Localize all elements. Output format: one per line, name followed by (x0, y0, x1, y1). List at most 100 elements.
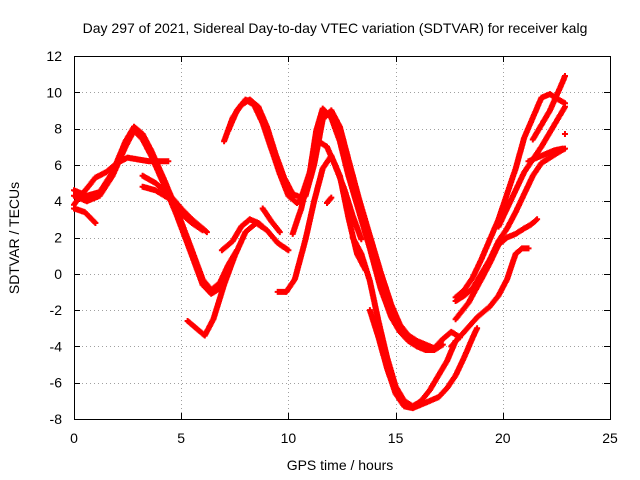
data-point (221, 254, 238, 288)
data-point (259, 205, 274, 223)
data-point (538, 130, 553, 150)
data-point (173, 212, 195, 258)
y-tick-label: 10 (46, 84, 62, 100)
series-outlier (561, 131, 568, 138)
series-arc-20 (452, 216, 541, 323)
data-point (251, 102, 265, 125)
data-point (452, 301, 471, 323)
data-point (81, 209, 99, 226)
data-point (152, 180, 173, 198)
data-point (356, 196, 373, 238)
data-point (396, 328, 411, 343)
series-arc-4 (71, 205, 99, 226)
data-point (495, 226, 510, 245)
data-point (349, 234, 364, 256)
data-point (553, 79, 566, 99)
data-point (512, 170, 527, 194)
y-tick-label: 12 (46, 48, 62, 64)
x-tick-label: 0 (70, 430, 78, 446)
x-tick-label: 15 (388, 430, 404, 446)
data-point (377, 285, 394, 319)
data-point (478, 237, 493, 263)
data-point (495, 277, 510, 299)
data-point (274, 239, 292, 254)
data-point (264, 227, 280, 245)
data-point (231, 230, 248, 259)
data-point (547, 94, 559, 114)
data-point (561, 131, 568, 138)
data-point (504, 188, 518, 212)
data-point (538, 108, 553, 128)
data-point (302, 199, 317, 243)
data-point (452, 355, 467, 379)
data-point (328, 107, 343, 129)
data-point (188, 252, 206, 287)
data-point (366, 232, 384, 274)
data-point (122, 128, 137, 150)
series-arc-1 (71, 123, 240, 294)
data-point (336, 123, 351, 161)
data-point (435, 359, 450, 379)
series-arc-9 (259, 205, 283, 236)
y-tick-label: -4 (50, 338, 63, 354)
data-point (375, 334, 390, 370)
data-point (392, 390, 407, 408)
data-point (375, 318, 390, 359)
series-arc-18 (452, 145, 568, 304)
data-point (435, 386, 449, 401)
chart-title: Day 297 of 2021, Sidereal Day-to-day VTE… (83, 20, 588, 36)
data-point (332, 163, 347, 190)
data-points (71, 73, 568, 412)
data-point (276, 171, 291, 198)
data-point (255, 220, 266, 230)
data-point (512, 136, 527, 172)
series-arc-22 (529, 73, 568, 143)
data-point (555, 103, 568, 121)
x-tick-label: 10 (281, 430, 297, 446)
data-point (444, 373, 458, 392)
series-arc-6 (139, 183, 206, 234)
data-point (139, 136, 154, 158)
data-point (366, 245, 384, 290)
y-tick-label: -6 (50, 375, 63, 391)
data-point (291, 237, 309, 283)
data-point (474, 304, 492, 321)
data-point (345, 156, 362, 201)
series-arc-19 (448, 245, 532, 350)
data-point (559, 73, 568, 85)
tick-labels: 0 5 10 15 20 25 -8 -6 -4 -2 0 2 4 6 8 10 12 (46, 48, 618, 446)
data-point (377, 269, 394, 307)
x-tick-label: 5 (177, 430, 185, 446)
data-point (547, 116, 561, 136)
grid (74, 56, 610, 419)
data-point (469, 325, 481, 341)
data-point (349, 212, 365, 243)
data-point (519, 245, 532, 252)
data-point (555, 96, 568, 107)
series-arc-23 (525, 145, 566, 165)
data-point (521, 174, 536, 197)
data-point (461, 335, 476, 361)
data-point (431, 337, 445, 352)
data-point (495, 206, 510, 230)
data-point (225, 108, 240, 134)
data-point (521, 116, 536, 141)
data-point (324, 143, 338, 169)
data-point (96, 174, 115, 199)
tick-marks (74, 56, 611, 420)
data-point (486, 217, 501, 243)
data-point (469, 257, 484, 281)
data-point (529, 161, 544, 179)
data-point (311, 118, 326, 168)
data-point (283, 277, 297, 295)
x-tick-label: 20 (495, 430, 511, 446)
data-point (461, 275, 475, 294)
data-point (210, 283, 227, 323)
y-tick-label: 0 (54, 266, 62, 282)
data-point (229, 224, 244, 245)
series-arc-2 (71, 127, 232, 297)
data-point (486, 243, 501, 266)
data-point (178, 205, 194, 222)
data-point (461, 315, 480, 335)
